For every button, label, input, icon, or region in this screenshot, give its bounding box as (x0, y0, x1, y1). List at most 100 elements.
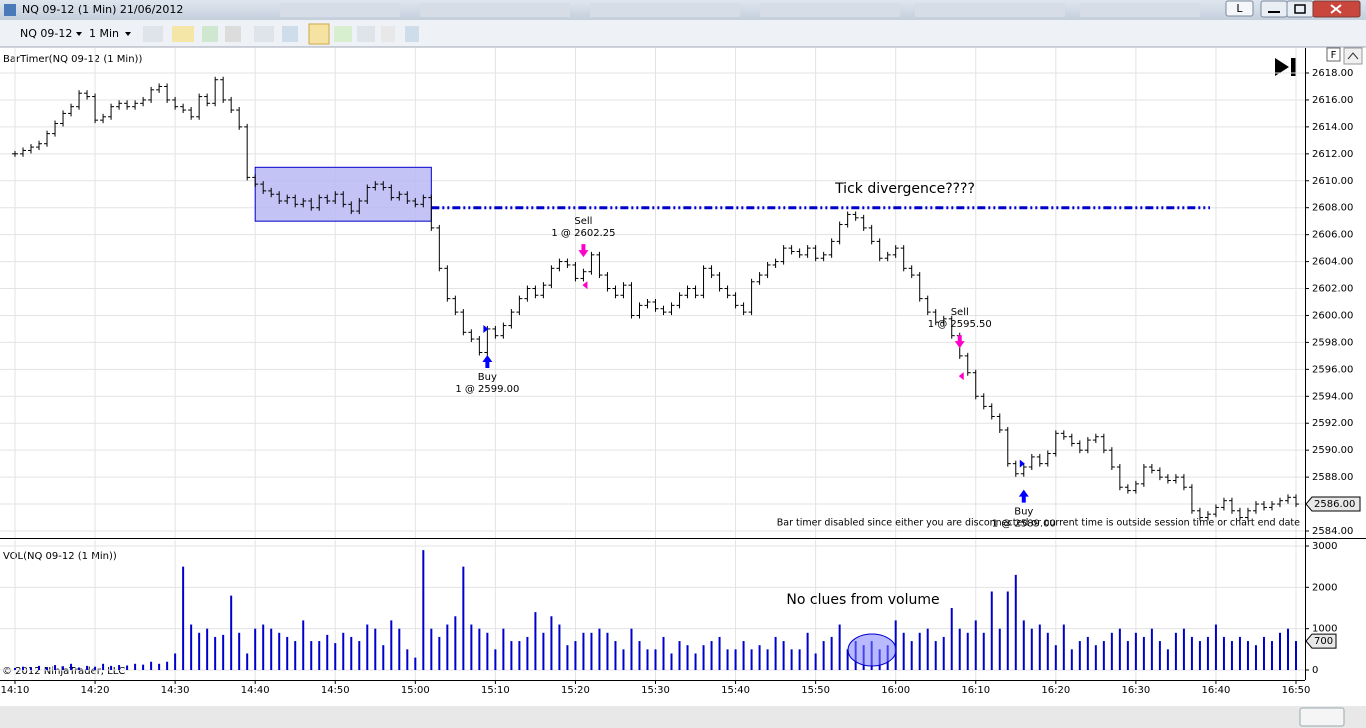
price-bar (1020, 464, 1027, 477)
price-bar (236, 107, 243, 130)
scroll-icon (1347, 52, 1359, 60)
y-tick-label: 2616.00 (1312, 95, 1353, 106)
x-tick-label: 15:40 (721, 685, 750, 696)
price-bar (660, 305, 667, 316)
price-bar (996, 413, 1003, 433)
y-tick-label: 2592.00 (1312, 418, 1353, 429)
price-bar (1180, 474, 1187, 491)
y-tick-label: 2590.00 (1312, 445, 1353, 456)
y-tick-label: 2610.00 (1312, 176, 1353, 187)
price-bar (1100, 433, 1107, 454)
price-bar (700, 265, 707, 299)
price-bar (260, 181, 267, 194)
price-bar (916, 272, 923, 302)
price-bar (1156, 467, 1163, 481)
y-tick-label: 2608.00 (1312, 203, 1353, 214)
price-bar (1148, 464, 1155, 474)
price-bar (380, 181, 387, 191)
price-bar (212, 76, 219, 107)
price-bar (364, 184, 371, 204)
x-tick-label: 14:30 (161, 685, 190, 696)
minimize-button[interactable] (1260, 0, 1288, 18)
last-volume-label: 700 (1314, 636, 1333, 647)
x-tick-label: 16:30 (1121, 685, 1150, 696)
fixed-scale-label: F (1331, 50, 1337, 61)
sell-arrow (578, 244, 589, 258)
price-bar (972, 369, 979, 400)
x-tick-label: 16:50 (1282, 685, 1311, 696)
price-bar (164, 83, 171, 103)
remove-tool-button[interactable] (225, 26, 241, 42)
price-bar (1044, 450, 1051, 467)
price-bar (636, 302, 643, 319)
price-bar (308, 197, 315, 211)
price-bar (492, 325, 499, 339)
interval-selector[interactable]: 1 Min (89, 27, 119, 40)
price-bar (428, 194, 435, 231)
crosshair-button[interactable] (254, 26, 274, 42)
price-bar (196, 93, 203, 120)
price-bar (964, 352, 971, 376)
scroll-up-button[interactable] (1343, 47, 1363, 65)
chart-trader-button[interactable] (308, 23, 330, 45)
y-tick-label: 3000 (1312, 541, 1337, 552)
trade-side: Buy (1014, 507, 1033, 518)
add-tool-button[interactable] (202, 26, 218, 42)
y-tick-label: 2594.00 (1312, 391, 1353, 402)
y-tick-label: 2606.00 (1312, 230, 1353, 241)
price-bar (244, 123, 251, 181)
instrument-selector[interactable]: NQ 09-12 (20, 27, 72, 40)
x-tick-label: 16:20 (1041, 685, 1070, 696)
price-bar (1228, 497, 1235, 514)
price-bar (1068, 433, 1075, 447)
properties-button[interactable] (405, 26, 419, 42)
price-bar (332, 191, 339, 204)
fixed-scale-button[interactable] (1326, 47, 1341, 62)
price-bar (564, 258, 571, 268)
price-bar (1172, 474, 1179, 484)
execution-marker (582, 281, 588, 290)
app-icon (4, 4, 16, 16)
price-bar (156, 83, 163, 93)
price-bar (172, 96, 179, 110)
price-bar (988, 403, 995, 420)
price-bar (932, 309, 939, 326)
price-bar (1124, 484, 1131, 494)
scroll-thumb[interactable] (1299, 707, 1345, 727)
blurred-tab (420, 3, 570, 17)
indicators-button[interactable] (357, 26, 375, 42)
data-box-button[interactable] (381, 26, 395, 42)
indicator-label: VOL(NQ 09-12 (1 Min)) (3, 551, 117, 562)
price-bar (1268, 501, 1275, 511)
blurred-tab (590, 3, 740, 17)
scroll-to-end-button[interactable] (1275, 58, 1296, 76)
price-bar (52, 120, 59, 137)
price-bar (388, 184, 395, 201)
annotation: No clues from volume (786, 592, 939, 608)
price-bar (516, 295, 523, 316)
maximize-button[interactable] (1286, 0, 1314, 18)
price-bar (420, 194, 427, 208)
dropdown-arrow (76, 32, 82, 36)
bar-type-button[interactable] (143, 26, 163, 42)
plot-area: 14:10 14:20 14:30 14:40 14:50 15:00 15:10 15:20… (0, 48, 1361, 696)
zoom-button[interactable] (282, 26, 298, 42)
price-bar (628, 282, 635, 319)
price-bar (908, 265, 915, 279)
price-bar (1293, 494, 1299, 508)
price-bar (252, 174, 259, 188)
price-bar (580, 268, 587, 282)
price-bar (804, 245, 811, 258)
price-bar (508, 309, 515, 329)
price-bar (148, 86, 155, 103)
execution-marker (958, 372, 964, 381)
x-tick-label: 15:20 (561, 685, 590, 696)
price-bar (588, 251, 595, 275)
draw-tool-button[interactable] (172, 26, 194, 42)
trade-detail: 1 @ 2602.25 (551, 228, 615, 239)
layout-button[interactable] (1225, 0, 1254, 17)
price-bar (1052, 430, 1059, 457)
x-tick-label: 15:10 (481, 685, 510, 696)
price-bar (1012, 460, 1019, 477)
strategies-button[interactable] (334, 26, 352, 42)
